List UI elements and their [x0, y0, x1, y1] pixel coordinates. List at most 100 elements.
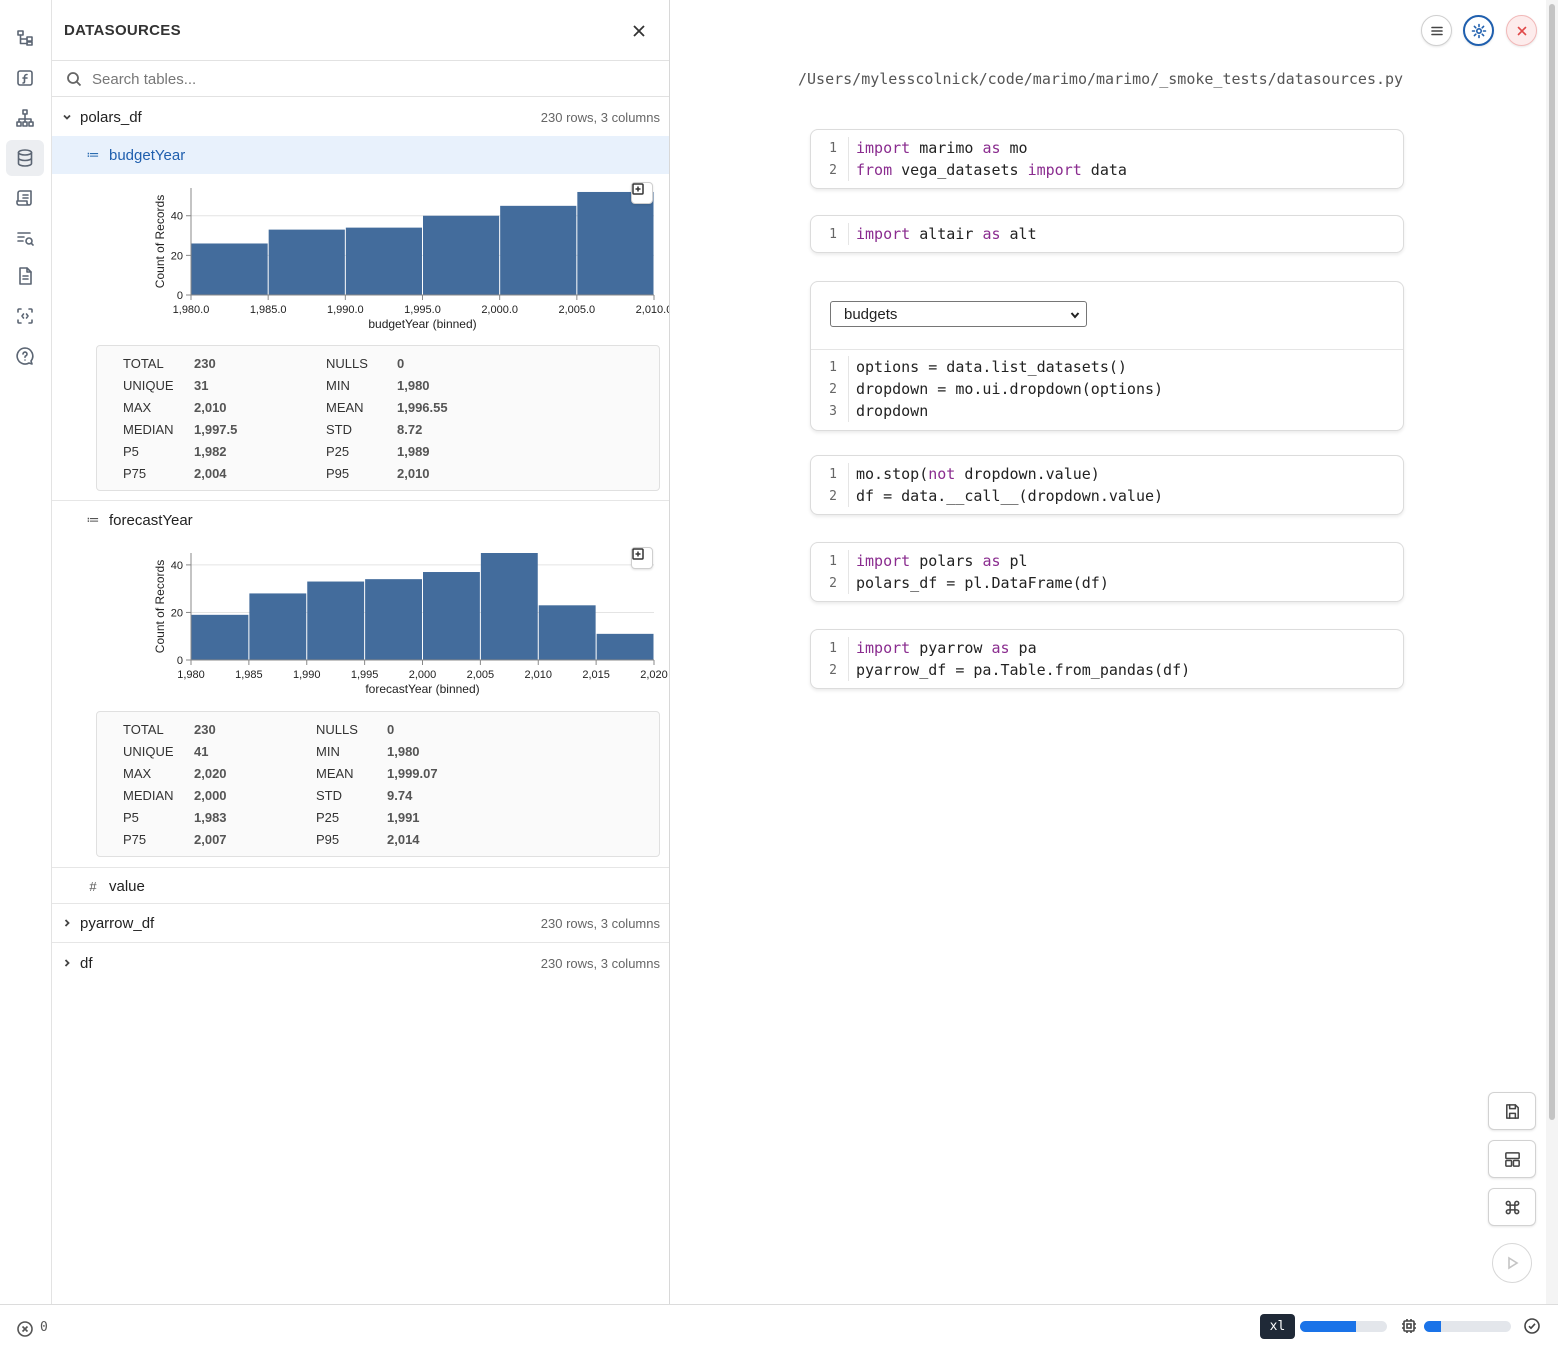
- stat-value: 0: [397, 356, 405, 371]
- scrollbar[interactable]: [1546, 0, 1558, 1304]
- code-line[interactable]: 2 pyarrow_df = pa.Table.from_pandas(df): [811, 661, 1403, 683]
- layout-button[interactable]: [1488, 1140, 1536, 1178]
- line-gutter: [848, 137, 849, 181]
- expand-chart-button[interactable]: [631, 182, 653, 204]
- table-row-pyarrow-df[interactable]: pyarrow_df 230 rows, 3 columns: [52, 904, 669, 942]
- save-button[interactable]: [1488, 1092, 1536, 1130]
- dataset-dropdown[interactable]: budgets: [830, 301, 1087, 327]
- logs-icon[interactable]: [6, 180, 44, 216]
- code-token: dropdown = mo.ui.dropdown(options): [856, 380, 1164, 398]
- shutdown-button[interactable]: [1506, 15, 1537, 46]
- code-text: options = data.list_datasets(): [856, 358, 1127, 376]
- stat-value: 1,996.55: [397, 400, 448, 415]
- expand-chart-button[interactable]: [631, 547, 653, 569]
- histogram-svg: 0 20 40 1,980.0 1,985.0 1,990.0 1,995.0 2,000.0…: [153, 188, 669, 331]
- stat-value: 2,010: [194, 400, 227, 415]
- code-cell[interactable]: 1 import altair as alt: [810, 215, 1404, 253]
- code-line[interactable]: 1 import altair as alt: [811, 225, 1403, 247]
- stat-value: 1,989: [397, 444, 430, 459]
- notebook-filepath[interactable]: /Users/mylesscolnick/code/marimo/marimo/…: [798, 70, 1404, 88]
- stat-label: MEDIAN: [123, 422, 174, 437]
- stat-value: 230: [194, 722, 216, 737]
- keyword-token: import: [1027, 161, 1082, 179]
- line-gutter: [848, 463, 849, 507]
- database-icon[interactable]: [6, 140, 44, 176]
- y-tick-label: 40: [171, 560, 183, 572]
- y-tick-label: 40: [171, 211, 183, 223]
- histogram-bar: [500, 205, 577, 295]
- chevron-right-icon: [54, 957, 80, 969]
- run-all-button[interactable]: [1492, 1243, 1532, 1283]
- file-tree-icon[interactable]: [6, 20, 44, 56]
- command-palette-button[interactable]: [1488, 1188, 1536, 1226]
- column-row-forecastyear[interactable]: ≔ forecastYear: [52, 501, 669, 539]
- code-token: dropdown: [856, 402, 929, 420]
- code-cell[interactable]: 1 mo.stop(not dropdown.value) 2 df = data._…: [810, 455, 1404, 515]
- play-icon: [1508, 1256, 1519, 1270]
- keyword-token: import: [856, 639, 911, 657]
- column-row-budgetyear[interactable]: ≔ budgetYear: [52, 136, 669, 174]
- code-cell[interactable]: 1 import pyarrow as pa 2 pyarrow_df = pa.Ta…: [810, 629, 1404, 689]
- x-tick-label: 2,000.0: [481, 304, 518, 316]
- table-row-df[interactable]: df 230 rows, 3 columns: [52, 944, 669, 982]
- stat-label: MEAN: [326, 400, 364, 415]
- code-token: polars: [910, 552, 983, 570]
- stat-value: 2,014: [387, 832, 420, 847]
- code-token: data: [1081, 161, 1127, 179]
- code-line[interactable]: 2 from vega_datasets import data: [811, 161, 1403, 183]
- code-text: df = data.__call__(dropdown.value): [856, 487, 1163, 505]
- search-list-icon[interactable]: [6, 220, 44, 256]
- code-line[interactable]: 2 df = data.__call__(dropdown.value): [811, 487, 1403, 509]
- code-cell[interactable]: budgets 1 options = data.list_datasets() 2 d…: [810, 281, 1404, 431]
- stat-value: 1,997.5: [194, 422, 238, 437]
- stat-value: 31: [194, 378, 209, 393]
- stat-label: MAX: [123, 766, 152, 781]
- stat-value: 2,010: [397, 466, 430, 481]
- code-line[interactable]: 1 mo.stop(not dropdown.value): [811, 465, 1403, 487]
- stat-label: MEDIAN: [123, 788, 174, 803]
- code-line[interactable]: 2 dropdown = mo.ui.dropdown(options): [811, 380, 1403, 402]
- scrollbar-thumb[interactable]: [1549, 4, 1555, 1120]
- histogram-bar: [191, 243, 268, 295]
- code-text: import pyarrow as pa: [856, 639, 1037, 657]
- chevron-right-icon: [54, 917, 80, 929]
- code-token: options = data.list_datasets(): [856, 358, 1127, 376]
- code-line[interactable]: 1 import pyarrow as pa: [811, 639, 1403, 661]
- keyword-token: import: [856, 139, 911, 157]
- code-line[interactable]: 1 import marimo as mo: [811, 139, 1403, 161]
- help-icon[interactable]: [6, 338, 44, 374]
- table-row-polars-df[interactable]: polars_df 230 rows, 3 columns: [52, 98, 669, 136]
- close-panel-button[interactable]: [628, 20, 650, 42]
- code-cell[interactable]: 1 import polars as pl 2 polars_df = pl.Data…: [810, 542, 1404, 602]
- error-status-icon[interactable]: [16, 1320, 34, 1338]
- code-line[interactable]: 3 dropdown: [811, 402, 1403, 424]
- variables-icon[interactable]: [6, 60, 44, 96]
- snippets-icon[interactable]: [6, 298, 44, 334]
- document-icon[interactable]: [6, 258, 44, 294]
- code-cell[interactable]: 1 import marimo as mo 2 from vega_datasets …: [810, 129, 1404, 189]
- code-line[interactable]: 1 import polars as pl: [811, 552, 1403, 574]
- x-tick-label: 1,995.0: [404, 304, 441, 316]
- menu-button[interactable]: [1421, 15, 1452, 46]
- list-type-icon: ≔: [86, 147, 100, 162]
- code-token: pl: [1000, 552, 1028, 570]
- layout-icon: [1504, 1151, 1520, 1167]
- code-line[interactable]: 1 options = data.list_datasets(): [811, 358, 1403, 380]
- code-text: dropdown: [856, 402, 928, 420]
- stat-value: 2,007: [194, 832, 227, 847]
- y-axis-label: Count of Records: [153, 560, 167, 653]
- histogram-bar: [577, 191, 654, 295]
- settings-button[interactable]: [1463, 15, 1494, 46]
- connection-status-icon[interactable]: [1523, 1317, 1541, 1335]
- close-icon: [1517, 26, 1526, 35]
- stat-value: 8.72: [397, 422, 423, 437]
- search-tables-input[interactable]: [92, 66, 652, 92]
- code-token: altair: [910, 225, 983, 243]
- x-tick-label: 2,005: [467, 669, 495, 681]
- code-text: import marimo as mo: [856, 139, 1028, 157]
- error-count: 0: [40, 1320, 48, 1335]
- dependency-graph-icon[interactable]: [6, 100, 44, 136]
- code-text: import altair as alt: [856, 225, 1037, 243]
- column-row-value[interactable]: # value: [52, 867, 669, 905]
- code-line[interactable]: 2 polars_df = pl.DataFrame(df): [811, 574, 1403, 596]
